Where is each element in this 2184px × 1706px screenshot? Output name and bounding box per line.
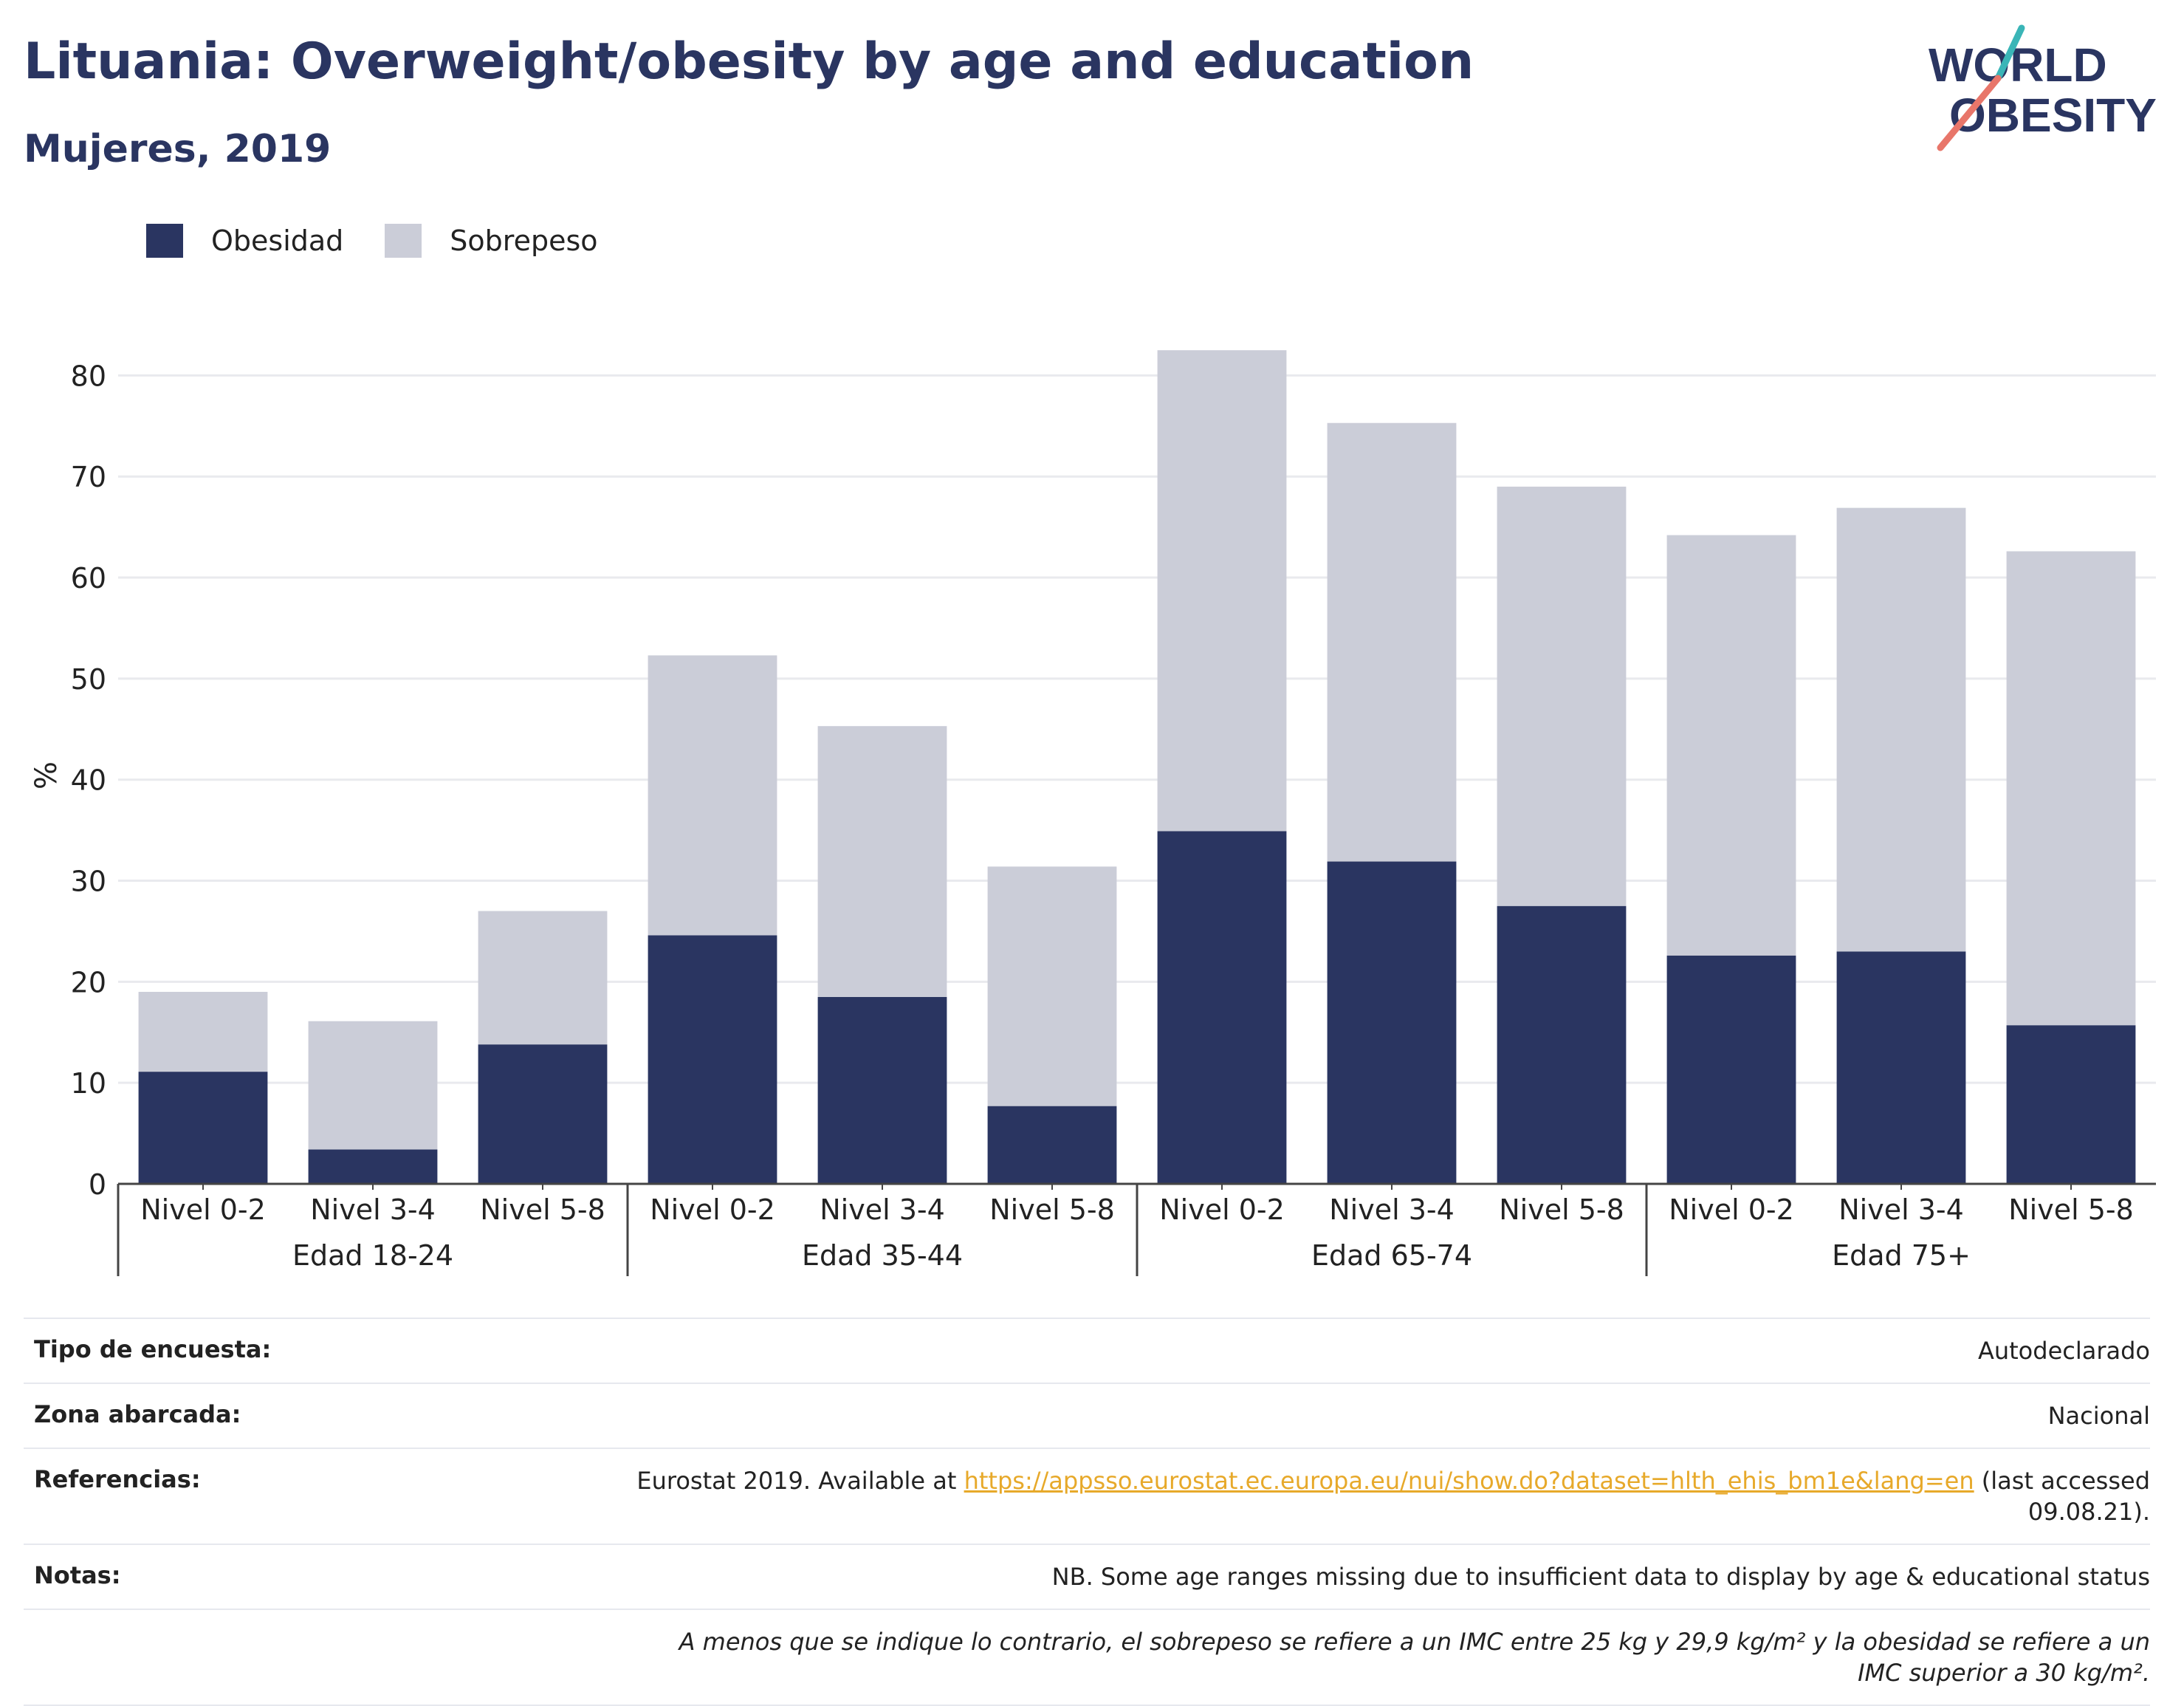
meta-row-notes: Notas: NB. Some age ranges missing due t… (24, 1544, 2150, 1609)
legend-item-obesidad: Obesidad (146, 224, 343, 258)
y-tick-label: 50 (71, 663, 106, 696)
logo-slash-teal (1994, 24, 2025, 82)
meta-label-references: Referencias: (34, 1465, 201, 1493)
bar-chart: 0 10 20 30 40 50 60 70 80 Nivel 0-2 Nivel 3-4 Nivel… (30, 350, 2156, 1276)
x-tick-label: Nivel 0-2 (650, 1193, 775, 1226)
world-obesity-logo: WORLD OBESITY (1929, 24, 2157, 151)
meta-value-survey-type: Autodeclarado (1977, 1337, 2150, 1365)
group-label: Edad 18-24 (292, 1239, 453, 1272)
bar-obesidad (1157, 831, 1287, 1184)
legend-label-sobrepeso: Sobrepeso (450, 225, 598, 257)
meta-value-notes: NB. Some age ranges missing due to insuf… (1051, 1563, 2150, 1591)
meta-row-survey-type: Tipo de encuesta: Autodeclarado (24, 1318, 2150, 1383)
y-tick-label: 70 (71, 461, 106, 493)
bar-sobrepeso (648, 655, 777, 936)
bar-obesidad (1327, 861, 1457, 1184)
y-tick-label: 10 (71, 1067, 106, 1100)
x-tick-label: Nivel 0-2 (1669, 1193, 1794, 1226)
x-tick-label: Nivel 5-8 (1499, 1193, 1624, 1226)
bar-sobrepeso (1157, 350, 1287, 832)
meta-row-references: Referencias: Eurostat 2019. Available at… (24, 1448, 2150, 1544)
y-tick-label: 80 (71, 360, 106, 392)
legend-swatch-obesidad (146, 224, 183, 258)
bar-sobrepeso (138, 992, 268, 1072)
x-tick-label: Nivel 3-4 (310, 1193, 436, 1226)
bar-obesidad (2006, 1025, 2136, 1184)
bar-obesidad (138, 1072, 268, 1184)
chart-title: Lituania: Overweight/obesity by age and … (24, 32, 1474, 91)
group-label: Edad 35-44 (802, 1239, 963, 1272)
meta-value-references: Eurostat 2019. Available at https://apps… (636, 1465, 2150, 1527)
bar-sobrepeso (1836, 507, 1966, 952)
bar-obesidad (1666, 955, 1796, 1184)
y-axis-label: % (30, 761, 63, 789)
axes: 0 10 20 30 40 50 60 70 80 Nivel 0-2 Nivel 3-4 Nivel… (71, 360, 2156, 1276)
x-tick-label: Nivel 0-2 (140, 1193, 266, 1226)
chart-subtitle: Mujeres, 2019 (24, 127, 332, 171)
references-suffix: (last accessed 09.08.21). (1974, 1467, 2150, 1526)
bar-sobrepeso (478, 911, 608, 1045)
logo-line1: WORLD (1929, 38, 2107, 92)
legend: Obesidad Sobrepeso (146, 219, 639, 263)
bar-obesidad (817, 996, 947, 1184)
meta-label-area: Zona abarcada: (34, 1400, 241, 1428)
meta-footnote: A menos que se indique lo contrario, el … (679, 1628, 2150, 1687)
y-tick-label: 60 (71, 562, 106, 595)
x-tick-label: Nivel 5-8 (989, 1193, 1115, 1226)
meta-row-footnote: A menos que se indique lo contrario, el … (24, 1609, 2150, 1706)
bar-sobrepeso (987, 866, 1117, 1106)
x-tick-label: Nivel 5-8 (2008, 1193, 2134, 1226)
meta-label-notes: Notas: (34, 1561, 121, 1589)
bar-sobrepeso (817, 726, 947, 997)
bar-obesidad (987, 1106, 1117, 1184)
bar-sobrepeso (1327, 422, 1457, 862)
bar-obesidad (648, 935, 777, 1184)
x-tick-label: Nivel 0-2 (1159, 1193, 1285, 1226)
meta-row-area: Zona abarcada: Nacional (24, 1383, 2150, 1448)
y-tick-label: 0 (89, 1168, 106, 1201)
bar-obesidad (478, 1044, 608, 1184)
meta-value-area: Nacional (2047, 1402, 2150, 1430)
bar-obesidad (1497, 905, 1627, 1184)
bar-sobrepeso (1666, 535, 1796, 956)
logo-slash-coral (1937, 75, 2002, 151)
bar-obesidad (308, 1149, 438, 1184)
references-prefix: Eurostat 2019. Available at (636, 1467, 964, 1495)
legend-item-sobrepeso: Sobrepeso (385, 224, 598, 258)
meta-label-survey-type: Tipo de encuesta: (34, 1335, 272, 1363)
bar-sobrepeso (308, 1021, 438, 1150)
group-label: Edad 75+ (1832, 1239, 1971, 1272)
bar-sobrepeso (2006, 551, 2136, 1026)
y-tick-label: 30 (71, 866, 106, 898)
x-tick-label: Nivel 3-4 (820, 1193, 945, 1226)
x-tick-label: Nivel 3-4 (1838, 1193, 1964, 1226)
grid-lines (118, 374, 2156, 1084)
y-tick-label: 20 (71, 966, 106, 998)
x-tick-label: Nivel 5-8 (480, 1193, 605, 1226)
group-label: Edad 65-74 (1311, 1239, 1472, 1272)
x-tick-label: Nivel 3-4 (1329, 1193, 1455, 1226)
legend-swatch-sobrepeso (385, 224, 422, 258)
legend-label-obesidad: Obesidad (211, 225, 344, 257)
y-tick-label: 40 (71, 764, 106, 797)
bars (138, 350, 2136, 1184)
bar-sobrepeso (1497, 486, 1627, 906)
references-link[interactable]: https://appsso.eurostat.ec.europa.eu/nui… (964, 1467, 1974, 1495)
bar-obesidad (1836, 951, 1966, 1184)
metadata-table: Tipo de encuesta: Autodeclarado Zona aba… (24, 1318, 2150, 1706)
